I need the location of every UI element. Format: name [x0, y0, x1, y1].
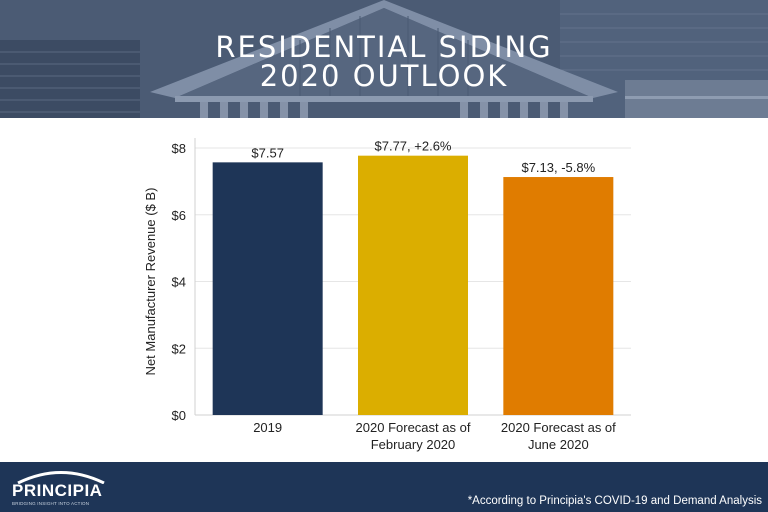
- bar: [503, 177, 614, 415]
- source-footnote: *According to Principia's COVID-19 and D…: [467, 495, 762, 507]
- title-line-2: 2020 OUTLOOK: [259, 59, 509, 93]
- y-tick-label: $2: [172, 341, 186, 356]
- y-axis-title: Net Manufacturer Revenue ($ B): [143, 188, 158, 376]
- title-line-1: RESIDENTIAL SIDING: [215, 30, 553, 64]
- x-tick-label: 2019: [253, 420, 282, 435]
- page-title: RESIDENTIAL SIDING 2020 OUTLOOK: [0, 33, 768, 91]
- revenue-bar-chart: $0 $2 $4 $6 $8 Net Manufacturer Revenue ($ B)…: [143, 138, 631, 452]
- x-tick-label: 2020 Forecast as of: [501, 420, 616, 435]
- header-banner: RESIDENTIAL SIDING 2020 OUTLOOK: [0, 0, 768, 118]
- x-tick-label: 2020 Forecast as of: [356, 420, 471, 435]
- logo-wordmark: PRINCIPIA: [12, 481, 103, 500]
- y-tick-label: $4: [172, 275, 186, 290]
- logo-tagline: BRIDGING INSIGHT INTO ACTION: [12, 501, 90, 506]
- data-label: $7.57: [251, 145, 284, 160]
- bar: [358, 155, 468, 415]
- footer-bar: PRINCIPIA BRIDGING INSIGHT INTO ACTION *…: [0, 462, 768, 512]
- x-tick-label: June 2020: [528, 437, 589, 452]
- bar: [212, 162, 323, 415]
- data-label: $7.77, +2.6%: [375, 139, 452, 154]
- bridge-arc-icon: [17, 471, 105, 484]
- principia-logo: PRINCIPIA BRIDGING INSIGHT INTO ACTION: [12, 468, 112, 508]
- data-label: $7.13, -5.8%: [521, 160, 595, 175]
- y-tick-label: $0: [172, 408, 186, 423]
- y-tick-label: $8: [172, 141, 186, 156]
- x-tick-label: February 2020: [371, 437, 456, 452]
- house-background-image: [0, 0, 768, 118]
- y-tick-label: $6: [172, 208, 186, 223]
